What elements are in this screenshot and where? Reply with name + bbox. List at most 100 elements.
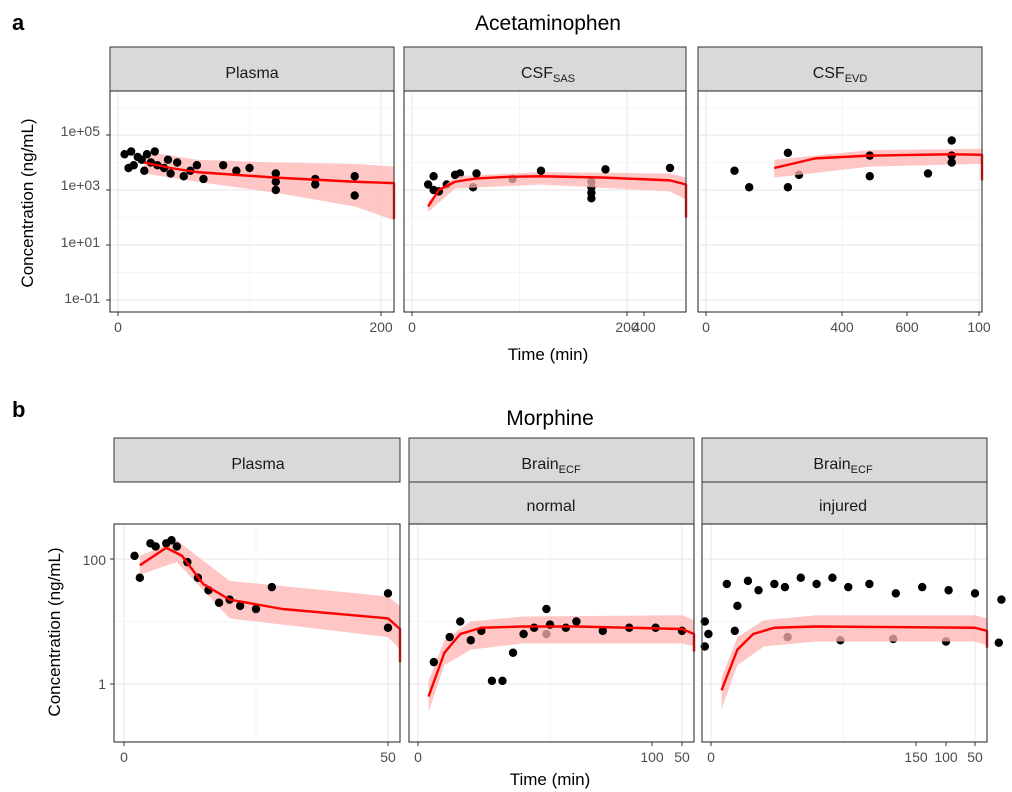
x-tick-label: 0 [414, 749, 422, 765]
data-point [865, 579, 874, 589]
panel-b-title: Morphine [506, 407, 594, 430]
y-tick-label: 100 [83, 552, 107, 568]
panel-label-b: b [12, 397, 25, 422]
data-point [271, 177, 280, 186]
data-point [754, 586, 763, 595]
strip-label-subscript: SAS [553, 73, 575, 85]
data-point [142, 150, 152, 159]
data-point [572, 617, 581, 626]
plot-background [698, 91, 982, 312]
data-point [311, 180, 320, 189]
data-point [245, 163, 254, 173]
data-point [700, 642, 709, 651]
facet-strip [408, 481, 695, 525]
data-point [429, 657, 439, 667]
panel-border [403, 90, 687, 313]
panel-border [701, 523, 988, 743]
panel-b-ylabel: Concentration (ng/mL) [45, 547, 64, 716]
facet-strip [109, 46, 395, 92]
strip-label-plasma: Plasma [225, 65, 278, 82]
strip-label-csf-sas: CSFSAS [521, 65, 575, 85]
data-point [745, 183, 754, 192]
panel-a-xlabel: Time (min) [508, 345, 589, 364]
panel-border [113, 523, 401, 743]
data-point [780, 582, 790, 592]
x-tick-label: 100 [640, 749, 664, 765]
data-point [135, 573, 145, 582]
x-tick-label: 600 [895, 319, 919, 335]
data-point [140, 166, 149, 175]
x-tick-label: 400 [632, 319, 656, 335]
facet-strip [697, 46, 983, 92]
data-point [235, 601, 245, 611]
panel-border [697, 90, 983, 313]
data-point [700, 617, 709, 626]
data-point [844, 582, 853, 592]
data-point [456, 617, 465, 626]
data-point [267, 582, 277, 592]
x-tick-label: 200 [369, 319, 393, 335]
strip-label-normal: normal [527, 498, 576, 515]
x-tick-label: 50 [674, 749, 690, 765]
data-point [214, 598, 224, 607]
facet-strip [408, 437, 695, 483]
data-point [445, 632, 454, 642]
panel-label-a: a [12, 10, 25, 35]
data-point [450, 170, 460, 180]
prediction-band [774, 148, 982, 203]
data-point [994, 638, 1003, 647]
x-tick-label: 150 [904, 749, 928, 765]
prediction-band [144, 151, 394, 309]
data-point [487, 676, 497, 686]
data-point [271, 185, 280, 195]
facet-strip [113, 437, 401, 483]
data-point [743, 576, 753, 586]
prediction-band [139, 540, 400, 688]
data-point [733, 601, 742, 611]
data-point [923, 169, 933, 178]
strip-label-main: Brain [521, 456, 558, 473]
data-point [730, 626, 739, 636]
prediction-band [428, 172, 686, 230]
data-point [219, 161, 228, 170]
data-point [232, 166, 241, 175]
strip-label-brain-ecf: BrainECF [813, 456, 873, 476]
x-tick-label: 100 [934, 749, 958, 765]
x-tick-label: 100 [967, 319, 991, 335]
data-point [891, 589, 900, 598]
data-point [536, 166, 546, 175]
strip-label-main: CSF [813, 65, 845, 82]
panel-border [408, 523, 695, 743]
x-tick-label: 400 [830, 319, 854, 335]
data-point [271, 169, 280, 178]
data-point [383, 623, 393, 632]
data-point [796, 573, 805, 582]
data-point [598, 626, 607, 636]
panels-data [109, 90, 1006, 743]
y-tick-label: 1e+05 [61, 123, 101, 139]
data-point [722, 579, 732, 589]
data-point [947, 151, 956, 160]
x-tick-label: 0 [408, 319, 416, 335]
y-tick-label: 1e+01 [61, 234, 101, 250]
data-point [519, 629, 528, 639]
panel-border [109, 90, 395, 313]
data-point [947, 158, 956, 167]
data-point [947, 136, 956, 145]
strip-label-brain-ecf: BrainECF [521, 456, 581, 476]
data-point [601, 165, 610, 174]
x-tick-label: 0 [120, 749, 128, 765]
data-point [498, 676, 507, 686]
strip-label-main: CSF [521, 65, 553, 82]
data-point [350, 191, 359, 200]
data-point [561, 623, 571, 632]
strip-label-plasma: Plasma [231, 456, 284, 473]
data-point [970, 589, 980, 598]
data-point [350, 172, 359, 181]
data-point [542, 604, 551, 614]
data-point [770, 579, 779, 589]
data-point [997, 595, 1006, 604]
data-point [918, 582, 927, 592]
panel-a-ylabel: Concentration (ng/mL) [18, 118, 37, 287]
